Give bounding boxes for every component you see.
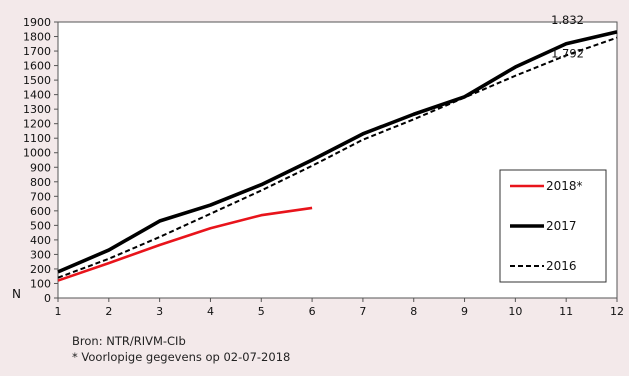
x-tick-label: 6 xyxy=(309,305,316,318)
x-tick-label: 1 xyxy=(55,305,62,318)
series-line-2018 xyxy=(57,206,313,282)
y-tick-label: 400 xyxy=(30,234,51,247)
y-tick-label: 1600 xyxy=(23,60,51,73)
x-tick-label: 5 xyxy=(258,305,265,318)
y-tick-label: 1800 xyxy=(23,31,51,44)
x-tick-label: 8 xyxy=(410,305,417,318)
x-tick-label: 12 xyxy=(610,305,624,318)
source-note: Bron: NTR/RIVM-CIb xyxy=(72,334,186,348)
x-tick-label: 11 xyxy=(559,305,573,318)
series-line-2017 xyxy=(57,30,618,274)
x-tick-label: 9 xyxy=(461,305,468,318)
end-value-label: 1.832 xyxy=(551,13,584,27)
legend-label: 2016 xyxy=(546,259,577,273)
y-tick-label: 900 xyxy=(30,161,51,174)
y-tick-label: 200 xyxy=(30,263,51,276)
y-axis-label: N xyxy=(12,287,21,301)
y-tick-label: 1700 xyxy=(23,45,51,58)
y-tick-label: 700 xyxy=(30,190,51,203)
x-tick-label: 2 xyxy=(105,305,112,318)
y-tick-label: 1200 xyxy=(23,118,51,131)
y-tick-label: 500 xyxy=(30,219,51,232)
legend-label: 2017 xyxy=(546,219,577,233)
y-tick-label: 100 xyxy=(30,277,51,290)
end-value-label: 1.792 xyxy=(551,47,584,61)
y-tick-label: 1900 xyxy=(23,16,51,29)
series-line-2016 xyxy=(57,36,618,279)
y-tick-label: 0 xyxy=(44,292,51,305)
legend-label: 2018* xyxy=(546,179,583,193)
y-tick-label: 1000 xyxy=(23,147,51,160)
x-tick-label: 10 xyxy=(508,305,522,318)
y-tick-label: 1500 xyxy=(23,74,51,87)
x-tick-label: 3 xyxy=(156,305,163,318)
y-tick-label: 300 xyxy=(30,248,51,261)
x-tick-label: 7 xyxy=(359,305,366,318)
y-tick-label: 800 xyxy=(30,176,51,189)
y-tick-label: 1400 xyxy=(23,89,51,102)
preliminary-note: * Voorlopige gegevens op 02-07-2018 xyxy=(72,350,291,364)
x-tick-label: 4 xyxy=(207,305,214,318)
y-tick-label: 600 xyxy=(30,205,51,218)
y-tick-label: 1100 xyxy=(23,132,51,145)
y-tick-label: 1300 xyxy=(23,103,51,116)
